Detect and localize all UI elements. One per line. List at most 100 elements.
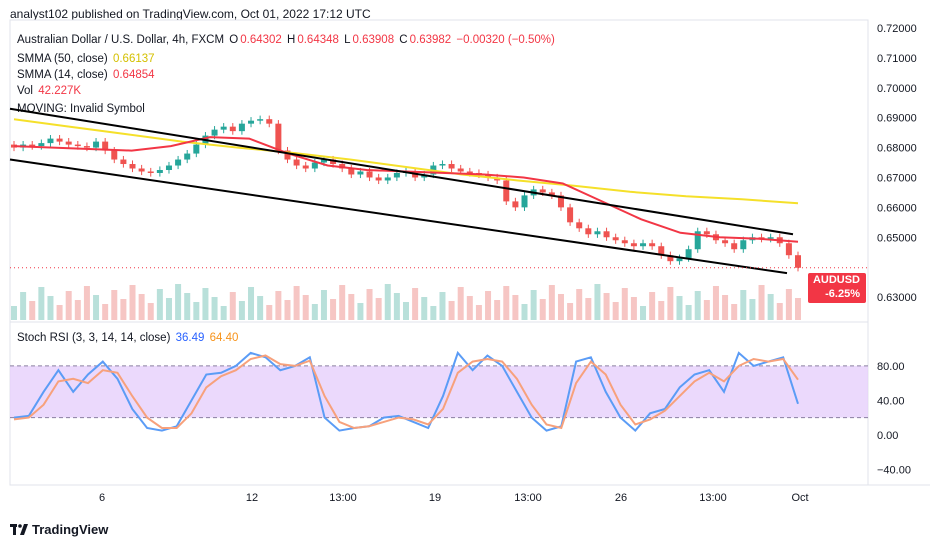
volume-bar	[138, 294, 145, 320]
volume-legend: Vol 42.227K	[17, 85, 83, 97]
rsi-tick-label: 80.00	[877, 361, 905, 373]
price-tick-label: 0.70000	[877, 83, 917, 95]
candle-body	[11, 144, 17, 148]
volume-bar	[330, 299, 337, 320]
volume-bar	[156, 289, 163, 320]
candle-body	[65, 141, 72, 145]
volume-bar	[503, 286, 510, 320]
volume-bar	[56, 305, 63, 320]
candle-body	[129, 164, 136, 169]
tradingview-logo[interactable]: TradingView	[10, 522, 108, 537]
close-value: 0.63982	[409, 34, 452, 46]
volume-bar	[430, 306, 437, 320]
candle-body	[448, 164, 455, 169]
sma50-line	[13, 118, 799, 205]
candle-body	[120, 159, 127, 165]
volume-bar	[11, 306, 17, 320]
low-value: 0.63908	[352, 34, 395, 46]
candle-body	[29, 144, 36, 147]
candle-body	[694, 231, 701, 250]
candle-body	[293, 159, 300, 166]
candle-body	[102, 141, 109, 151]
rsi-legend: Stoch RSI (3, 3, 14, 14, close) 36.49 64…	[17, 332, 240, 344]
sma14-line	[13, 136, 799, 243]
volume-bar	[722, 295, 729, 320]
sma14-label: SMMA (14, close)	[17, 69, 108, 81]
rsi-k-value: 36.49	[175, 332, 205, 344]
candle-body	[165, 165, 172, 170]
candle-body	[311, 162, 318, 169]
candle-body	[211, 129, 218, 136]
time-tick-label: 6	[99, 492, 105, 504]
candle-body	[658, 246, 665, 256]
time-tick-label: Oct	[791, 492, 808, 504]
candle-body	[785, 243, 792, 256]
channel-lower-line	[9, 158, 788, 275]
volume-bar	[184, 293, 191, 320]
open-label: O	[229, 34, 239, 46]
candle-body	[795, 255, 801, 268]
volume-bar	[767, 294, 774, 320]
volume-bar	[439, 292, 446, 320]
candle-body	[384, 177, 391, 181]
volume-bar	[266, 305, 273, 320]
volume-bar	[457, 287, 464, 320]
volume-bar	[539, 299, 546, 320]
volume-bar	[466, 296, 473, 320]
volume-bar	[393, 293, 400, 320]
main-legend: Australian Dollar / U.S. Dollar, 4h, FXC…	[17, 34, 557, 46]
candle-body	[220, 126, 227, 130]
candle-body	[266, 119, 273, 124]
volume-bar	[403, 302, 409, 320]
volume-bar	[612, 302, 619, 320]
volume-bar	[38, 287, 45, 320]
candle-body	[275, 123, 282, 151]
low-label: L	[344, 34, 351, 46]
volume-bar	[29, 301, 36, 320]
volume-bar	[640, 306, 647, 320]
volume-bar	[311, 304, 318, 320]
volume-bar	[74, 300, 81, 320]
price-tick-label: 0.67000	[877, 172, 917, 184]
rsi-label: Stoch RSI (3, 3, 14, 14, close)	[17, 332, 171, 344]
sma14-value: 0.64854	[112, 69, 155, 81]
volume-bar	[165, 298, 172, 320]
open-value: 0.64302	[240, 34, 282, 46]
volume-bar	[448, 301, 455, 320]
candle-body	[83, 146, 90, 148]
candle-body	[722, 240, 729, 244]
candle-body	[147, 171, 154, 173]
channel-upper-line	[9, 107, 794, 236]
candle-body	[612, 237, 619, 241]
volume-bar	[649, 292, 656, 320]
candle-body	[439, 164, 446, 166]
vol-value: 42.227K	[38, 85, 82, 97]
candle-body	[621, 240, 628, 244]
volume-bar	[557, 294, 564, 320]
volume-bar	[594, 284, 601, 320]
volume-bar	[712, 286, 719, 320]
volume-bar	[658, 301, 665, 320]
volume-bar	[129, 285, 136, 320]
candle-body	[38, 143, 45, 147]
volume-bar	[685, 305, 692, 320]
volume-bar	[676, 296, 683, 320]
tradingview-icon	[10, 524, 28, 535]
volume-bar	[740, 290, 747, 320]
volume-bar	[530, 290, 537, 320]
volume-bar	[83, 286, 90, 320]
volume-bar	[257, 296, 264, 320]
volume-bar	[93, 295, 100, 320]
candle-body	[685, 249, 692, 259]
price-tick-label: 0.71000	[877, 53, 917, 65]
time-tick-label: 12	[246, 492, 258, 504]
sma50-value: 0.66137	[112, 53, 155, 65]
candle-body	[521, 195, 528, 208]
price-tag-symbol: AUDUSD	[812, 274, 860, 286]
candle-body	[539, 189, 546, 193]
sma50-label: SMMA (50, close)	[17, 53, 108, 65]
candle-body	[375, 177, 382, 181]
candle-body	[229, 126, 236, 132]
volume-bar	[749, 299, 756, 320]
